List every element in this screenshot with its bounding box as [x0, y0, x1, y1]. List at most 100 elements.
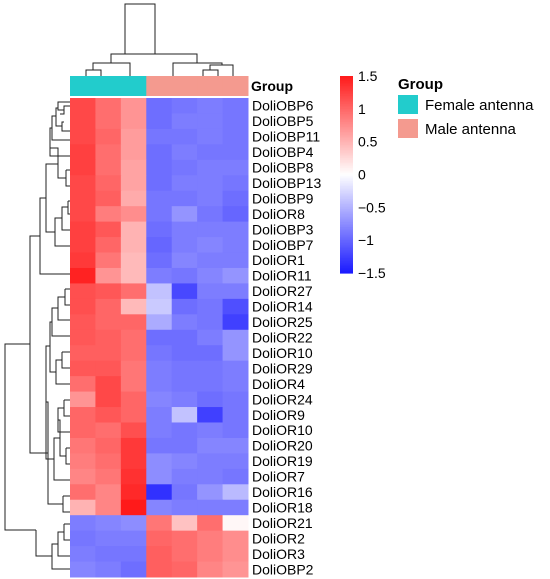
heatmap-cell	[171, 546, 198, 563]
heatmap-cell	[95, 298, 122, 315]
color-scale-segment	[340, 210, 353, 213]
heatmap-cell	[146, 437, 173, 454]
heatmap-cell	[70, 407, 96, 423]
color-scale-segment	[340, 220, 353, 223]
color-scale-segment	[340, 126, 353, 130]
color-scale-segment	[340, 207, 353, 210]
color-scale-segment	[340, 235, 353, 238]
row-label: DoliOR25	[252, 314, 313, 330]
row-label: DoliOR9	[252, 407, 305, 423]
heatmap-cell	[70, 345, 96, 362]
color-scale-segment	[340, 231, 353, 235]
color-scale-segment	[340, 103, 353, 107]
heatmap-cell	[146, 453, 173, 470]
color-scale-segment	[340, 197, 353, 200]
heatmap-cell	[146, 468, 173, 485]
color-scale-segment	[340, 208, 353, 212]
heatmap-cell	[70, 329, 96, 346]
heatmap-cell	[197, 360, 224, 377]
color-scale-segment	[340, 241, 353, 245]
row-label: DoliOR4	[252, 376, 305, 392]
heatmap-cell	[120, 298, 147, 315]
heatmap-cell	[222, 484, 249, 501]
heatmap-cell	[95, 267, 122, 284]
heatmap-cell	[95, 530, 122, 547]
row-label: DoliOR27	[252, 283, 313, 299]
heatmap-cell	[70, 267, 96, 284]
heatmap-cell	[197, 499, 224, 516]
heatmap-cell	[120, 484, 147, 501]
heatmap-cell	[171, 391, 198, 408]
heatmap-cell	[95, 422, 122, 439]
color-scale-segment	[340, 254, 353, 258]
color-scale-segment	[340, 136, 353, 139]
color-scale-segment	[340, 172, 353, 176]
heatmap-cell	[222, 314, 249, 331]
heatmap-cell	[70, 237, 96, 254]
heatmap-cell	[171, 252, 198, 269]
heatmap-cell	[197, 345, 224, 362]
heatmap-cell	[171, 345, 198, 362]
heatmap-cell	[222, 530, 249, 547]
row-label: DoliOR1	[252, 252, 305, 268]
color-scale-segment	[340, 256, 353, 259]
color-scale-segment	[340, 156, 353, 159]
color-scale-segment	[340, 107, 353, 110]
row-label: DoliOBP2	[252, 561, 314, 577]
heatmap-cell	[222, 515, 249, 532]
heatmap-cell	[120, 128, 147, 145]
heatmap-cell	[120, 159, 147, 176]
heatmap-cell	[146, 329, 173, 346]
heatmap-cell	[146, 515, 173, 532]
heatmap-cell	[95, 113, 122, 130]
heatmap-cell	[146, 407, 173, 423]
color-scale-segment	[340, 133, 353, 136]
heatmap-cell	[95, 437, 122, 454]
heatmap-cell	[222, 128, 249, 145]
heatmap-cell	[70, 298, 96, 315]
row-label: DoliOBP6	[252, 98, 314, 114]
heatmap-cell	[197, 376, 224, 393]
heatmap-cell	[70, 499, 96, 516]
color-scale-segment	[340, 204, 353, 207]
heatmap-cell	[197, 267, 224, 284]
heatmap-cell	[171, 376, 198, 393]
heatmap-cell	[171, 499, 198, 516]
color-scale-segment	[340, 179, 353, 182]
color-scale-segment	[340, 266, 353, 269]
heatmap-cell	[171, 515, 198, 532]
heatmap-cell	[146, 530, 173, 547]
color-scale-segment	[340, 227, 353, 230]
heatmap-cell	[146, 175, 173, 192]
group-annotation-cell	[95, 76, 122, 96]
heatmap-cell	[146, 190, 173, 207]
heatmap-cell	[171, 175, 198, 192]
heatmap-cell	[95, 175, 122, 192]
color-scale-segment	[340, 121, 353, 125]
heatmap-cell	[95, 499, 122, 516]
color-scale-segment	[340, 176, 353, 179]
color-scale-segment	[340, 259, 353, 263]
color-scale-segment	[340, 223, 353, 226]
heatmap-cell	[70, 437, 96, 454]
heatmap-cell	[222, 206, 249, 223]
heatmap-cell	[95, 206, 122, 223]
heatmap-cell	[197, 113, 224, 130]
heatmap-cell	[197, 515, 224, 532]
color-scale-segment	[340, 187, 353, 190]
group-annotation-cell	[120, 76, 147, 96]
color-scale-tick-label: −1	[358, 232, 374, 248]
heatmap-cell	[70, 530, 96, 547]
heatmap-cell	[222, 437, 249, 454]
heatmap-cell	[197, 484, 224, 501]
color-scale-segment	[340, 238, 353, 241]
row-label: DoliOR20	[252, 438, 313, 454]
heatmap-cell	[146, 128, 173, 145]
heatmap-cell	[222, 561, 249, 578]
heatmap-cell	[95, 128, 122, 145]
color-scale-segment	[340, 125, 353, 128]
color-scale-segment	[340, 117, 353, 120]
heatmap-cell	[95, 159, 122, 176]
heatmap-cell	[222, 267, 249, 284]
color-scale-segment	[340, 258, 353, 261]
